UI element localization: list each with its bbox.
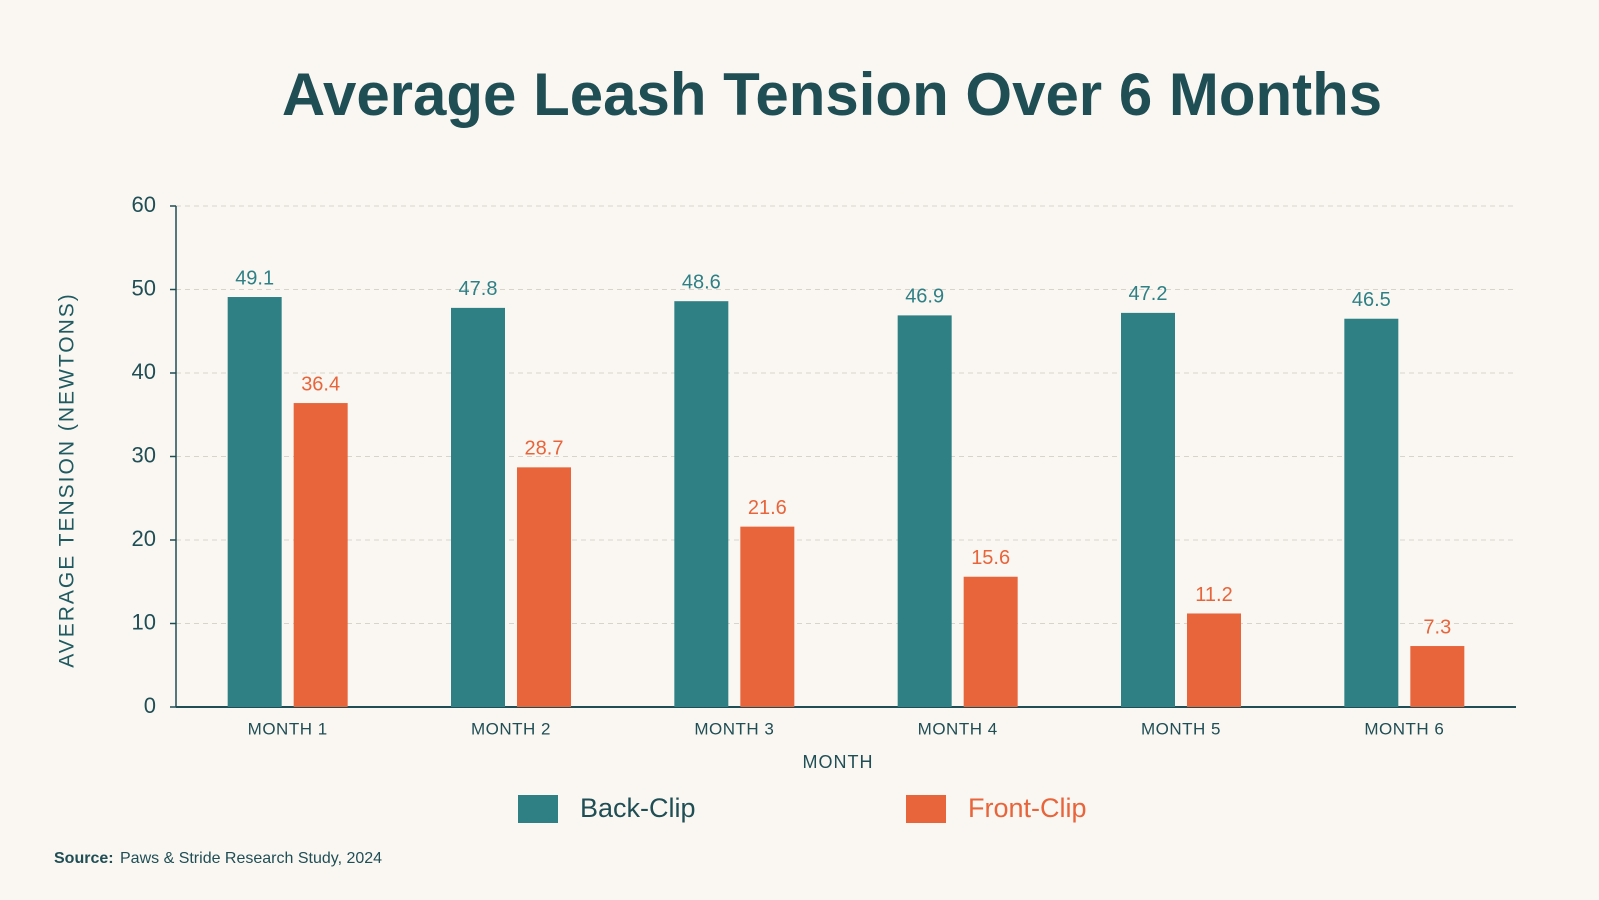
x-tick-label: MONTH 3 xyxy=(694,719,774,738)
value-label: 15.6 xyxy=(971,547,1010,569)
bar xyxy=(740,526,795,707)
value-label: 21.6 xyxy=(748,497,787,519)
legend-label: Front-Clip xyxy=(968,793,1087,823)
bar xyxy=(897,315,952,707)
bar xyxy=(451,307,505,707)
bar xyxy=(1344,318,1399,707)
value-label: 36.4 xyxy=(301,373,340,395)
y-tick-label: 0 xyxy=(144,693,156,718)
x-tick-label: MONTH 4 xyxy=(918,719,998,738)
y-tick-label: 10 xyxy=(132,609,156,634)
legend-swatch xyxy=(518,795,558,823)
value-label: 49.1 xyxy=(235,267,274,289)
value-label: 47.8 xyxy=(459,278,498,300)
bar xyxy=(293,403,348,707)
y-tick-label: 20 xyxy=(132,526,156,551)
legend-swatch xyxy=(906,795,946,823)
legend-label: Back-Clip xyxy=(580,793,696,823)
x-axis-label: MONTH xyxy=(803,752,874,772)
bar xyxy=(517,467,571,707)
bar xyxy=(963,576,1018,707)
bar xyxy=(1410,646,1465,707)
y-tick-label: 60 xyxy=(132,192,156,217)
bar xyxy=(1187,613,1241,707)
source-label: Source: xyxy=(54,850,114,867)
source-text: Paws & Stride Research Study, 2024 xyxy=(120,850,382,867)
bar xyxy=(1121,312,1175,707)
value-label: 46.9 xyxy=(905,286,944,308)
x-tick-label: MONTH 5 xyxy=(1141,719,1221,738)
x-tick-label: MONTH 1 xyxy=(248,719,328,738)
bar xyxy=(674,301,729,707)
value-label: 46.5 xyxy=(1352,289,1391,311)
value-label: 11.2 xyxy=(1195,584,1232,606)
value-label: 47.2 xyxy=(1129,283,1168,305)
value-label: 7.3 xyxy=(1423,616,1451,638)
y-tick-label: 40 xyxy=(132,359,156,384)
bar xyxy=(227,297,282,707)
value-label: 28.7 xyxy=(525,438,564,460)
x-tick-label: MONTH 6 xyxy=(1364,719,1444,738)
y-tick-label: 50 xyxy=(132,275,156,300)
x-tick-label: MONTH 2 xyxy=(471,719,551,738)
value-label: 48.6 xyxy=(682,271,721,293)
y-tick-label: 30 xyxy=(132,442,156,467)
chart-title: Average Leash Tension Over 6 Months xyxy=(282,61,1382,128)
y-axis-label: AVERAGE TENSION (NEWTONS) xyxy=(56,292,79,668)
